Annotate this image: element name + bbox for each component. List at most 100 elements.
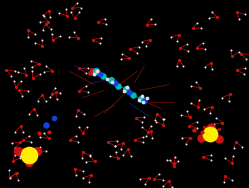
Point <box>92 72 96 75</box>
Point <box>67 35 71 38</box>
Point <box>208 127 212 130</box>
Point <box>200 130 204 133</box>
Point <box>84 160 88 163</box>
Point <box>29 140 33 143</box>
Point <box>18 125 22 128</box>
Point <box>18 154 22 157</box>
Point <box>40 38 44 41</box>
Point <box>173 155 177 158</box>
Point <box>30 70 34 73</box>
Point <box>121 52 124 55</box>
Point <box>239 52 243 55</box>
Point <box>81 150 85 153</box>
Point <box>243 13 247 16</box>
Point <box>150 136 154 139</box>
Point <box>203 48 207 51</box>
Point <box>206 17 210 20</box>
Point <box>40 45 44 48</box>
Point <box>202 125 206 128</box>
Point <box>186 49 190 52</box>
Point <box>116 84 120 87</box>
Point <box>243 67 247 70</box>
Point <box>95 69 99 72</box>
Point <box>165 158 169 161</box>
Point <box>229 48 233 51</box>
Point <box>185 110 189 113</box>
Point <box>72 30 76 33</box>
Point <box>135 51 139 54</box>
Point <box>26 29 30 32</box>
Point <box>77 126 81 129</box>
Point <box>49 28 53 31</box>
Point <box>147 176 151 179</box>
Point <box>145 96 149 99</box>
Point <box>116 157 120 160</box>
Point <box>80 157 84 160</box>
Point <box>84 71 88 74</box>
Point <box>109 78 113 81</box>
Point <box>137 99 141 102</box>
Point <box>42 15 46 18</box>
Point <box>58 35 62 38</box>
Point <box>13 130 17 133</box>
Point <box>81 170 85 173</box>
Point <box>41 14 45 17</box>
Point <box>91 38 95 41</box>
Point <box>44 65 48 68</box>
Point <box>36 152 40 155</box>
Point <box>149 130 153 133</box>
Point <box>105 77 109 80</box>
Point <box>222 181 226 184</box>
Point <box>54 91 58 94</box>
Point <box>35 113 39 116</box>
Point <box>81 132 85 135</box>
Point <box>153 119 157 122</box>
Point <box>87 180 91 183</box>
Point <box>20 95 24 98</box>
Point <box>11 160 15 163</box>
Point <box>220 96 224 99</box>
Point <box>140 94 144 97</box>
Point <box>230 55 234 58</box>
Point <box>210 68 214 71</box>
Point <box>208 112 212 115</box>
Point <box>184 142 188 145</box>
Point <box>161 118 165 121</box>
Point <box>138 178 142 181</box>
Point <box>230 161 234 164</box>
Point <box>154 120 158 123</box>
Point <box>37 62 41 65</box>
Point <box>215 15 219 18</box>
Point <box>131 93 135 96</box>
Point <box>77 67 81 70</box>
Point <box>210 10 214 13</box>
Point <box>73 17 77 20</box>
Point <box>161 185 165 188</box>
Point <box>35 150 39 153</box>
Point <box>88 154 92 157</box>
Point <box>26 89 30 92</box>
Point <box>223 174 227 177</box>
Point <box>75 2 79 5</box>
Point <box>230 179 234 182</box>
Point <box>44 124 48 127</box>
Point <box>127 91 131 94</box>
Point <box>90 68 94 71</box>
Point <box>68 139 72 142</box>
Point <box>209 126 213 129</box>
Point <box>25 154 29 157</box>
Point <box>203 65 207 68</box>
Point <box>142 115 146 118</box>
Point <box>114 144 118 147</box>
Point <box>36 99 40 102</box>
Point <box>44 149 48 152</box>
Point <box>152 178 156 181</box>
Point <box>181 65 185 68</box>
Point <box>122 89 126 92</box>
Point <box>99 36 103 39</box>
Point <box>192 128 196 131</box>
Point <box>237 51 241 54</box>
Point <box>125 85 129 88</box>
Point <box>86 67 90 70</box>
Point <box>242 72 246 75</box>
